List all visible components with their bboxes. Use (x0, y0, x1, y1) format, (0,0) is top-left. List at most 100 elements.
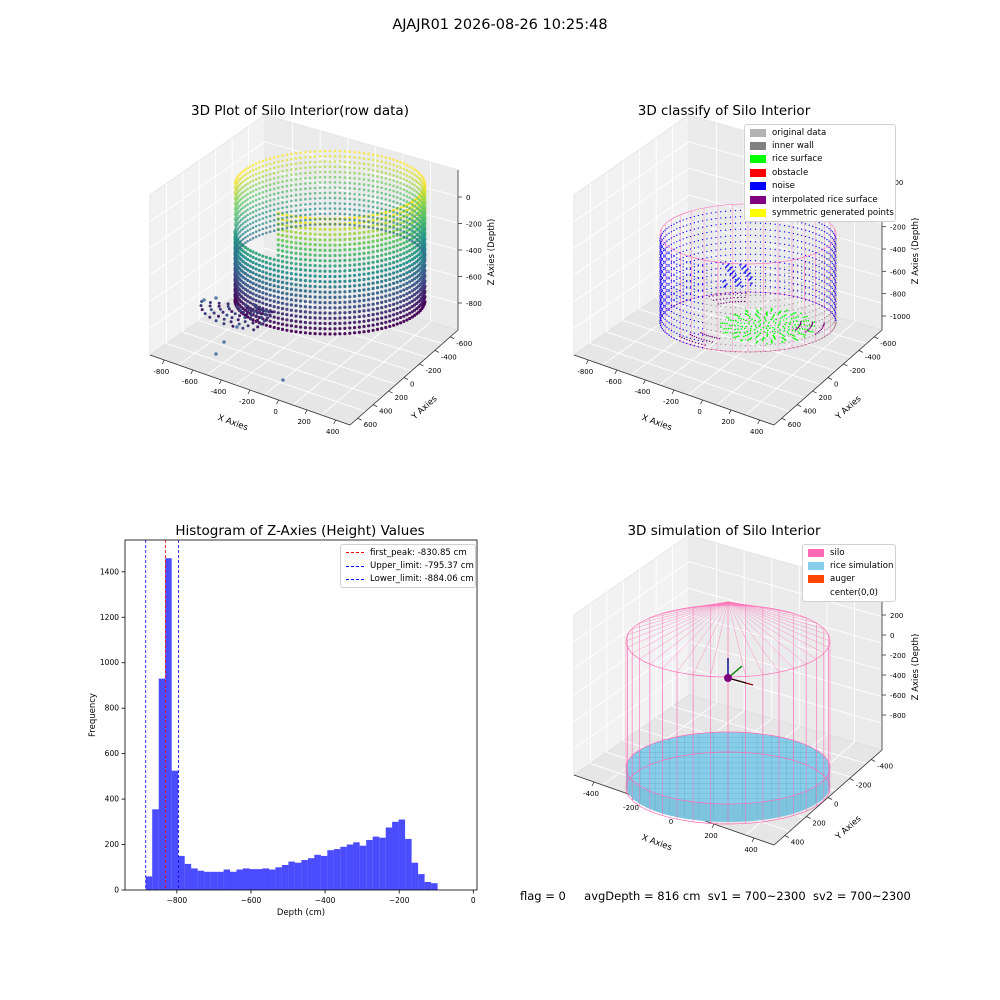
raw-point (357, 262, 361, 266)
y-tick (450, 336, 455, 340)
raw-point (272, 305, 276, 309)
raw-point (294, 309, 298, 313)
raw-point (248, 254, 252, 258)
raw-point (408, 311, 412, 315)
raw-point (323, 238, 327, 242)
raw-point (348, 295, 352, 299)
raw-point (410, 304, 414, 309)
raw-point (268, 303, 272, 308)
raw-point (384, 252, 388, 256)
raw-point (362, 330, 366, 334)
raw-point (313, 305, 317, 309)
raw-point (388, 251, 392, 255)
raw-point (257, 279, 261, 283)
raw-point (353, 326, 357, 330)
raw-point (362, 262, 366, 266)
raw-point (272, 299, 276, 303)
raw-point (268, 267, 272, 271)
raw-point (402, 246, 406, 250)
grid-line (206, 290, 321, 376)
raw-point (289, 256, 293, 260)
raw-point (276, 232, 280, 236)
raw-point (303, 216, 307, 220)
raw-point (353, 258, 357, 262)
raw-point (318, 332, 322, 336)
x-tick-label: -600 (182, 378, 198, 386)
raw-point (289, 308, 293, 312)
raw-point (338, 311, 342, 315)
raw-point (348, 274, 352, 278)
raw-point (338, 295, 342, 299)
raw-point (384, 278, 388, 283)
raw-point (280, 275, 285, 279)
raw-point (285, 239, 289, 243)
raw-point (257, 289, 261, 293)
raw-point (399, 237, 403, 241)
raw-point (338, 238, 342, 242)
raw-point (257, 284, 261, 288)
raw-point (392, 266, 396, 270)
raw-point (362, 304, 366, 308)
z-tick-label: -800 (466, 300, 482, 308)
raw-point (402, 278, 406, 282)
raw-point (299, 221, 303, 225)
raw-point (402, 262, 406, 266)
raw-point (375, 306, 380, 311)
raw-point (251, 287, 255, 291)
raw-point (388, 293, 392, 297)
raw-point (280, 296, 285, 300)
raw-point (264, 297, 268, 301)
raw-point (392, 281, 396, 285)
raw-point (299, 215, 303, 219)
raw-point (285, 224, 289, 228)
raw-point (338, 232, 342, 237)
raw-point (343, 311, 347, 315)
raw-point (248, 296, 252, 300)
raw-point (388, 314, 392, 318)
legend-label: silo (830, 547, 845, 558)
raw-point (384, 263, 388, 267)
raw-point (289, 329, 293, 333)
raw-point (280, 239, 285, 243)
raw-point (261, 291, 265, 295)
raw-point (261, 301, 265, 305)
raw-point (353, 231, 357, 236)
raw-point (264, 287, 268, 291)
raw-point (371, 307, 375, 311)
raw-point (268, 298, 272, 302)
raw-point (303, 231, 307, 236)
raw-point (343, 258, 347, 262)
raw-point (323, 311, 327, 315)
legend-entry: auger (803, 573, 895, 586)
raw-point (280, 265, 285, 269)
raw-point (276, 326, 280, 331)
x-tick (276, 399, 279, 405)
raw-point (375, 280, 380, 284)
raw-point (323, 243, 327, 247)
raw-point (272, 263, 276, 267)
raw-point (323, 233, 327, 237)
raw-point (303, 273, 307, 277)
raw-point (343, 316, 347, 320)
raw-point (357, 226, 361, 230)
raw-point (405, 260, 409, 265)
raw-point (348, 248, 352, 252)
x-tick (219, 379, 222, 385)
raw-point (268, 272, 272, 276)
raw-point (276, 321, 280, 325)
raw-point (272, 258, 276, 262)
raw-point (395, 312, 399, 316)
raw-point (410, 294, 414, 298)
raw-point (285, 271, 289, 275)
raw-point (343, 227, 347, 231)
raw-point (318, 243, 322, 247)
raw-point (384, 210, 388, 215)
raw-point (318, 295, 322, 299)
raw-point (362, 298, 366, 302)
raw-point (299, 262, 303, 266)
raw-point (285, 234, 289, 238)
raw-point (415, 260, 419, 264)
raw-point (264, 266, 268, 270)
x-tick-label: 200 (704, 832, 717, 840)
raw-point (395, 249, 399, 253)
